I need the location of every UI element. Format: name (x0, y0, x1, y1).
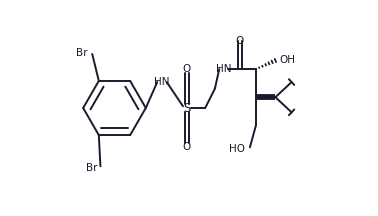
Text: O: O (235, 36, 244, 46)
Text: O: O (183, 64, 191, 74)
Text: HO: HO (229, 144, 245, 154)
Text: O: O (183, 142, 191, 152)
Text: S: S (183, 102, 191, 114)
Text: Br: Br (76, 48, 87, 58)
Text: HN: HN (154, 77, 170, 87)
Text: OH: OH (279, 56, 295, 65)
Text: Br: Br (86, 164, 97, 173)
Text: HN: HN (216, 64, 231, 74)
